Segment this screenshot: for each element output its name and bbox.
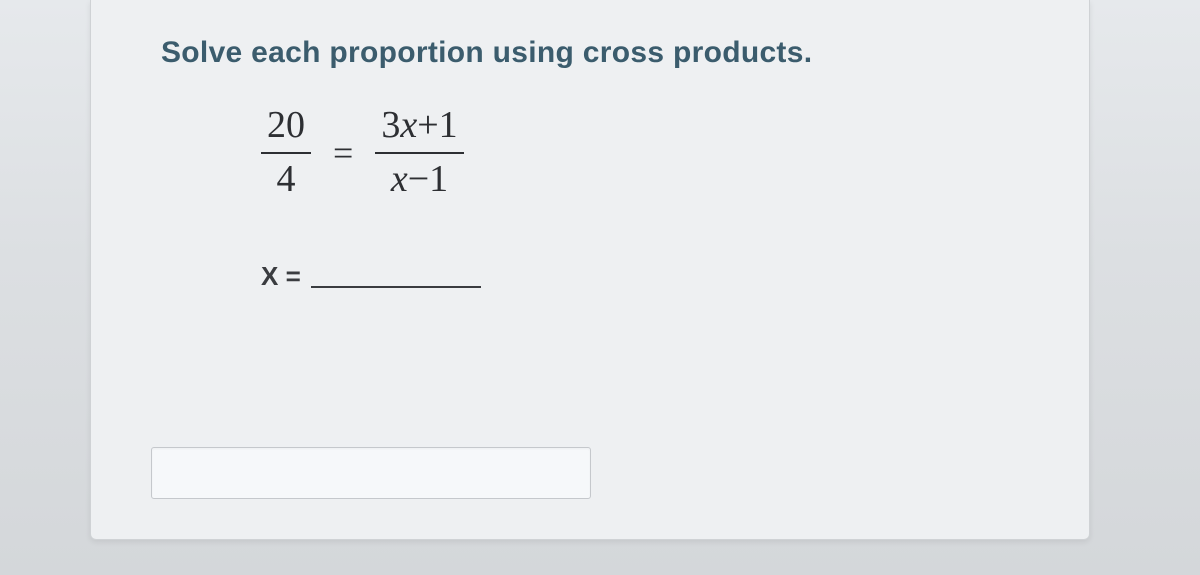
fraction-bar-icon bbox=[375, 152, 463, 154]
question-card: Solve each proportion using cross produc… bbox=[90, 0, 1090, 540]
equals-sign: = bbox=[329, 132, 357, 174]
right-fraction: 3x+1 x−1 bbox=[375, 104, 463, 201]
instruction-text: Solve each proportion using cross produc… bbox=[161, 36, 1019, 70]
answer-prompt: X = bbox=[261, 261, 1019, 292]
answer-blank-line bbox=[311, 286, 481, 288]
left-denominator: 4 bbox=[271, 158, 302, 202]
fraction-bar-icon bbox=[261, 152, 311, 154]
left-numerator: 20 bbox=[261, 104, 311, 148]
answer-input[interactable] bbox=[151, 447, 591, 499]
answer-label: X = bbox=[261, 261, 301, 292]
right-denominator: x−1 bbox=[385, 158, 454, 202]
equation: 20 4 = 3x+1 x−1 bbox=[261, 104, 1019, 201]
left-fraction: 20 4 bbox=[261, 104, 311, 201]
right-numerator: 3x+1 bbox=[375, 104, 463, 148]
